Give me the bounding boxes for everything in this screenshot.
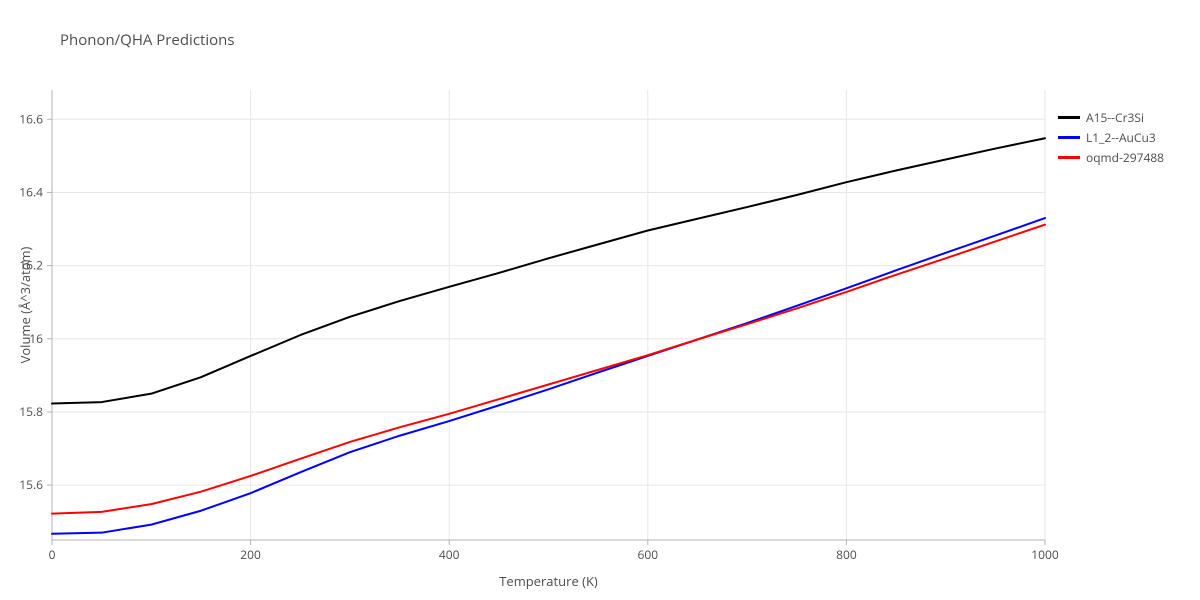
- x-tick-label: 800: [836, 546, 857, 563]
- chart-svg: 0200400600800100015.615.81616.216.416.6: [0, 0, 1200, 600]
- chart-root: Phonon/QHA Predictions 02004006008001000…: [0, 0, 1200, 600]
- legend-item[interactable]: L1_2--AuCu3: [1058, 128, 1164, 146]
- legend-swatch: [1058, 156, 1080, 159]
- legend-label: oqmd-297488: [1086, 149, 1164, 166]
- y-tick-label: 16.6: [19, 110, 43, 127]
- x-tick-label: 200: [240, 546, 261, 563]
- series-line[interactable]: [52, 225, 1045, 514]
- x-tick-label: 1000: [1031, 546, 1059, 563]
- x-tick-label: 0: [49, 546, 56, 563]
- x-tick-label: 400: [439, 546, 460, 563]
- y-tick-label: 15.8: [19, 403, 43, 420]
- legend-label: L1_2--AuCu3: [1086, 129, 1156, 146]
- legend: A15--Cr3Si L1_2--AuCu3 oqmd-297488: [1058, 108, 1164, 168]
- legend-item[interactable]: oqmd-297488: [1058, 148, 1164, 166]
- y-tick-label: 15.6: [19, 476, 43, 493]
- x-axis-label: Temperature (K): [469, 572, 629, 590]
- y-axis-label: Volume (Å^3/atom): [16, 225, 34, 385]
- legend-label: A15--Cr3Si: [1086, 109, 1144, 126]
- legend-item[interactable]: A15--Cr3Si: [1058, 108, 1164, 126]
- legend-swatch: [1058, 136, 1080, 139]
- x-tick-label: 600: [638, 546, 659, 563]
- y-tick-label: 16.4: [19, 183, 43, 200]
- legend-swatch: [1058, 116, 1080, 119]
